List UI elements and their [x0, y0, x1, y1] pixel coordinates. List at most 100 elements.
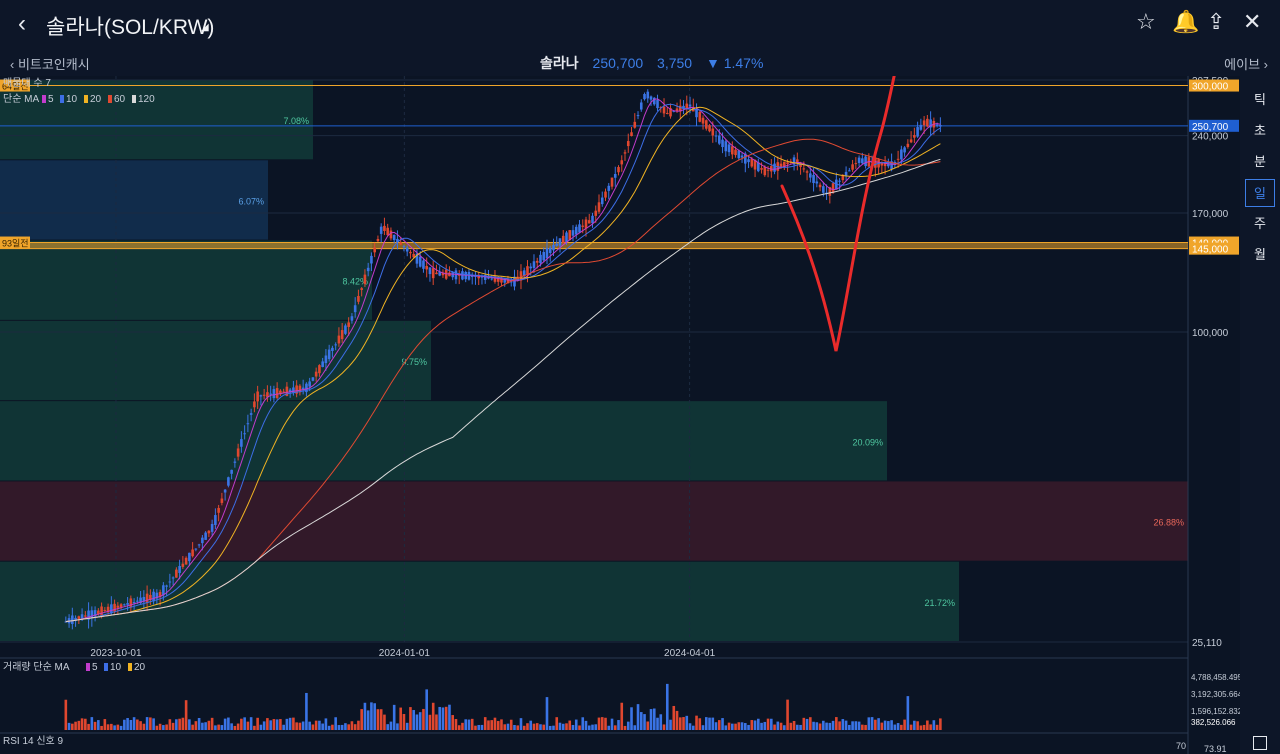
- candle-body: [591, 215, 594, 224]
- volume-bar: [311, 724, 315, 730]
- candle-body: [324, 355, 328, 364]
- fullscreen-icon[interactable]: [1253, 736, 1267, 750]
- candle-body: [415, 253, 419, 264]
- star-icon[interactable]: ☆: [1136, 9, 1156, 34]
- candle-body: [272, 389, 276, 399]
- candle-body: [919, 124, 923, 130]
- volume-bar: [171, 722, 175, 730]
- candle-body: [327, 349, 331, 360]
- volume-bar: [545, 697, 549, 730]
- volume-bar: [548, 725, 552, 730]
- candle-body: [809, 173, 812, 178]
- volume-bar: [295, 722, 298, 730]
- timeframe-1[interactable]: 초: [1254, 123, 1266, 138]
- volume-bar: [100, 725, 103, 730]
- close-icon[interactable]: ✕: [1243, 9, 1262, 34]
- volume-bar: [376, 709, 380, 730]
- candle-body: [744, 153, 747, 164]
- candle-body: [613, 174, 617, 178]
- timeframe-4[interactable]: 주: [1254, 216, 1266, 231]
- volume-bar: [675, 710, 679, 730]
- candle-body: [288, 389, 292, 392]
- volume-bar: [217, 724, 220, 730]
- volume-bar: [464, 719, 468, 730]
- back-icon[interactable]: ‹: [18, 10, 26, 37]
- volume-bar: [214, 725, 217, 730]
- page-title[interactable]: 솔라나(SOL/KRW): [46, 16, 215, 39]
- candle-body: [480, 276, 484, 278]
- candle-body: [487, 277, 490, 279]
- rsi-value-label: 73.91: [1204, 744, 1227, 754]
- candle-body: [425, 265, 428, 270]
- volume-bar: [305, 692, 308, 730]
- title-dropdown-icon[interactable]: ◢: [201, 22, 209, 33]
- volume-bar: [506, 723, 510, 730]
- candle-body: [574, 226, 578, 235]
- candle-body: [106, 606, 110, 613]
- candle-body: [711, 128, 715, 136]
- candle-body: [796, 159, 799, 164]
- candle-body: [77, 616, 81, 620]
- volume-bar: [389, 721, 393, 730]
- volume-bar: [535, 723, 539, 730]
- volume-profile-band: [0, 160, 268, 240]
- timeframe-3[interactable]: 일: [1245, 179, 1275, 207]
- candle-body: [314, 371, 318, 377]
- volume-bar: [877, 718, 880, 730]
- candle-body: [292, 387, 295, 393]
- volume-bar: [516, 725, 520, 730]
- volume-bar: [155, 725, 159, 730]
- volume-bar: [809, 717, 812, 730]
- price-badge: [1189, 119, 1239, 132]
- bell-icon[interactable]: 🔔: [1172, 9, 1200, 34]
- candle-body: [831, 183, 835, 193]
- volume-bar: [542, 724, 546, 730]
- candle-body: [197, 544, 201, 546]
- volume-bar: [80, 718, 84, 730]
- candle-body: [171, 577, 175, 579]
- timeframe-2[interactable]: 분: [1254, 154, 1266, 169]
- candle-body: [71, 615, 74, 624]
- volume-bar: [916, 721, 919, 730]
- next-coin-link[interactable]: 에이브 ›: [1224, 57, 1268, 72]
- candle-body: [321, 361, 324, 368]
- volume-bar: [97, 720, 100, 730]
- volume-bar: [932, 720, 936, 730]
- candle-body: [861, 158, 864, 164]
- candle-body: [165, 585, 168, 587]
- candle-body: [561, 235, 565, 244]
- timeframe-0[interactable]: 틱: [1254, 92, 1266, 107]
- volume-bar: [366, 710, 370, 730]
- candle-body: [812, 174, 815, 184]
- candle-body: [652, 97, 656, 105]
- candle-body: [405, 247, 409, 252]
- volume-bar: [123, 719, 126, 730]
- volume-bar: [282, 724, 285, 730]
- volume-bar: [909, 724, 913, 730]
- volume-bar: [887, 721, 890, 730]
- volume-bar: [558, 722, 562, 730]
- volume-bar: [763, 721, 767, 730]
- volume-bar: [623, 725, 627, 730]
- candle-body: [210, 523, 214, 532]
- candle-body: [435, 272, 438, 275]
- left-level-tag: [0, 79, 30, 92]
- volume-bar: [191, 724, 194, 730]
- candle-body: [730, 146, 734, 155]
- prev-coin-link[interactable]: ‹ 비트코인캐시: [10, 57, 90, 72]
- price-chart[interactable]: 7.08% 6.07% 8.42% 9.75% 20.09% 26.88% 21.72% 30…: [0, 76, 1240, 754]
- volume-bar: [418, 712, 422, 730]
- volume-bar: [724, 725, 728, 730]
- candle-body: [896, 158, 900, 160]
- volume-bar: [298, 722, 302, 730]
- volume-bar: [747, 724, 750, 730]
- candle-body: [103, 609, 107, 611]
- volume-bar: [935, 724, 939, 730]
- share-icon[interactable]: ⇪: [1207, 9, 1226, 34]
- volume-bar: [327, 725, 331, 730]
- candle-body: [656, 99, 659, 109]
- candle-body: [669, 108, 672, 117]
- timeframe-5[interactable]: 월: [1254, 247, 1266, 262]
- candle-body: [353, 305, 357, 313]
- volume-bar: [646, 721, 650, 730]
